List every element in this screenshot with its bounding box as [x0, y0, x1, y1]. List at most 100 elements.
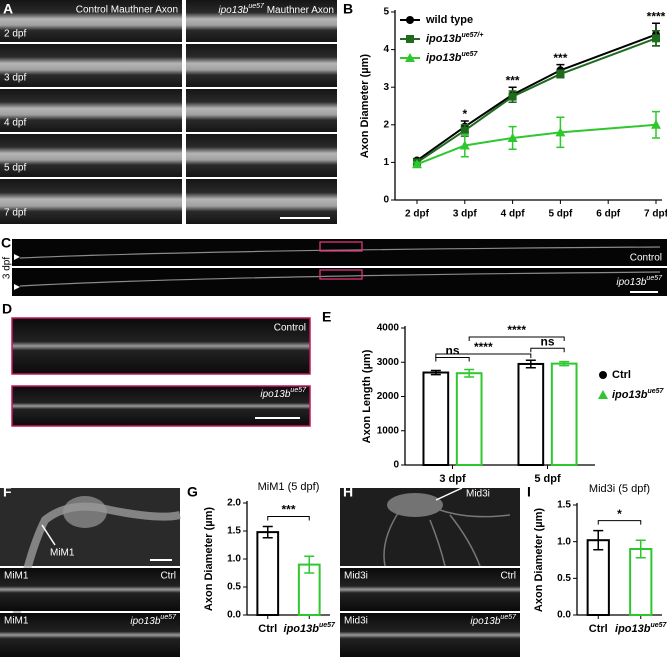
annotation: ***: [553, 51, 567, 65]
x-tick-label: 4 dpf: [501, 209, 526, 220]
label-sup: ue57: [500, 614, 517, 621]
h-strip-genotype: ipo13bue57: [470, 614, 517, 626]
y-tick-label: 1000: [377, 425, 400, 436]
a-row-label: 2 dpf: [4, 29, 26, 40]
marker: [459, 140, 470, 150]
bracket: [597, 520, 642, 525]
a-row-label: 5 dpf: [4, 163, 26, 174]
x-tick-label: 7 dpf: [644, 209, 667, 220]
h-strip-cell: Mid3i: [344, 616, 368, 627]
marker: [405, 53, 415, 62]
annotation: ***: [281, 503, 295, 517]
label-text: ipo13b: [616, 277, 646, 288]
bracket: [468, 336, 565, 341]
x-tick-label-sup: ue57: [650, 622, 667, 629]
panel-letter: F: [3, 484, 12, 500]
x-tick-label: 6 dpf: [596, 209, 621, 220]
y-tick-label: 1.5: [557, 500, 571, 511]
bracket: [530, 347, 565, 353]
title-rest: Mauthner Axon: [264, 5, 334, 16]
series-line: [416, 123, 657, 166]
panel-letter: E: [322, 309, 331, 325]
y-tick-label: 0: [383, 195, 389, 206]
y-axis-label: Axon Diameter (µm): [359, 54, 371, 158]
legend-label: ipo13bue57: [612, 388, 665, 401]
error-bar: [525, 359, 536, 369]
panel-c-images: [12, 239, 667, 296]
annotation: ****: [507, 323, 526, 337]
d-mutant: ipo13bue57: [260, 387, 307, 399]
marker: [652, 34, 660, 43]
y-tick-label: 1.0: [557, 536, 571, 547]
label-sup: ue57: [160, 614, 177, 621]
h-strip-cell: Mid3i: [344, 571, 368, 582]
bar: [550, 362, 578, 466]
annotation: ***: [506, 73, 520, 87]
marker: [460, 126, 469, 135]
marker: [598, 390, 608, 399]
a-control-title: Control Mauthner Axon: [76, 5, 178, 16]
bracket: [435, 353, 532, 358]
f-strip-cell: MiM1: [4, 616, 29, 627]
panel-letter: H: [343, 484, 353, 500]
panel-letter: C: [1, 235, 11, 251]
marker: [507, 132, 518, 142]
y-tick-label: 1.5: [227, 526, 241, 537]
error-bar: [593, 529, 604, 551]
annotation: ns: [540, 334, 554, 348]
d-control: Control: [274, 323, 306, 334]
y-tick-label: 4000: [377, 323, 400, 334]
h-strip-genotype: Ctrl: [500, 571, 516, 582]
x-tick-label: 3 dpf: [439, 473, 466, 485]
legend-label: ipo13bue57: [426, 51, 479, 64]
f-strip-genotype: ipo13bue57: [130, 614, 177, 626]
x-tick-label-main: 3 dpf: [439, 473, 466, 485]
c-control: Control: [630, 253, 662, 264]
f-strip-cell: MiM1: [4, 571, 29, 582]
y-tick-label: 0.0: [227, 610, 241, 621]
y-tick-label: 0.5: [227, 582, 241, 593]
marker: [651, 119, 661, 129]
x-tick-label-sup: ue57: [319, 622, 336, 629]
legend-label-sup: ue57: [461, 51, 478, 58]
legend-label-sup: ue57: [647, 388, 664, 395]
panel-h-images: [340, 487, 520, 657]
annotation: ****: [647, 9, 666, 23]
y-axis-label: Axon Diameter (µm): [203, 507, 215, 611]
y-tick-label: 1: [383, 157, 389, 168]
error-bar: [304, 555, 315, 574]
y-axis-label: Axon Length (µm): [361, 349, 373, 443]
x-tick-label-main: Ctrl: [258, 623, 277, 635]
panel-f-images: [0, 488, 181, 657]
bar: [455, 372, 483, 466]
annotation: ****: [474, 340, 493, 354]
marker: [599, 371, 607, 379]
marker: [555, 127, 566, 137]
x-tick-label: 5 dpf: [534, 473, 561, 485]
c-stage: 3 dpf: [2, 257, 13, 279]
a-row-label: 3 dpf: [4, 73, 26, 84]
y-tick-label: 5: [383, 7, 389, 18]
annotation: *: [617, 507, 622, 521]
marker: [556, 70, 565, 79]
title-sup: ue57: [248, 3, 265, 10]
legend-label: Ctrl: [612, 369, 631, 381]
annotation: *: [462, 107, 467, 121]
y-tick-label: 3: [383, 82, 389, 93]
legend-label-main: ipo13b: [426, 33, 462, 45]
annotation: ns: [445, 344, 459, 358]
bar: [629, 548, 653, 616]
y-tick-label: 2: [383, 119, 389, 130]
x-tick-label: 5 dpf: [548, 209, 573, 220]
x-tick-label: 3 dpf: [453, 209, 478, 220]
bar: [586, 539, 610, 617]
legend-label: ipo13bue57/+: [426, 32, 483, 45]
label-sup: ue57: [646, 275, 663, 282]
y-axis-label: Axon Diameter (µm): [533, 508, 545, 612]
title-text: ipo13b: [218, 5, 248, 16]
y-tick-label: 1.0: [227, 554, 241, 565]
legend-label-main: wild type: [425, 14, 473, 26]
x-tick-label-main: 5 dpf: [534, 473, 561, 485]
x-tick-label: ipo13bue57: [615, 622, 667, 635]
